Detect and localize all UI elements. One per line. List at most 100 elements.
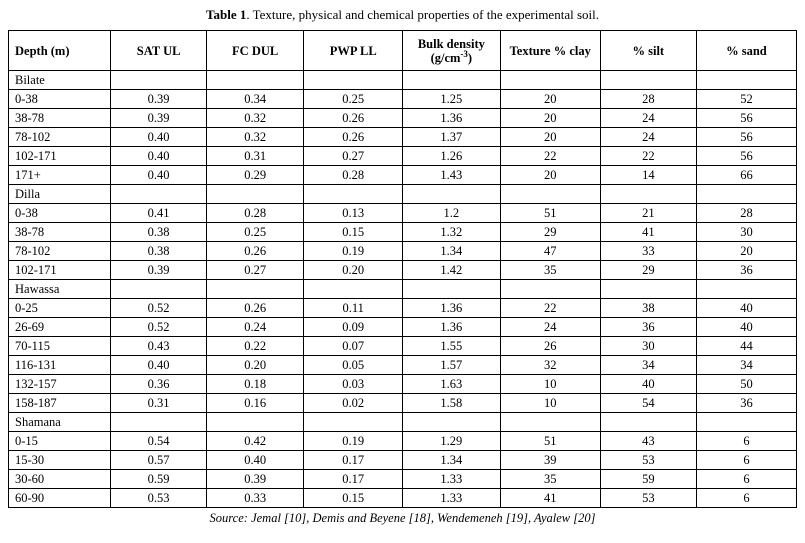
value-cell: 32	[499, 355, 601, 375]
value-cell: 0.03	[303, 374, 403, 394]
table-body: Bilate 0-38 0.39 0.34 0.25 1.25 20 28 52 38-78 0.3…	[7, 70, 798, 508]
data-row: 0-25 0.52 0.26 0.11 1.36 22 38 40	[7, 298, 798, 318]
empty-cell	[303, 184, 403, 204]
data-row: 171+ 0.40 0.29 0.28 1.43 20 14 66	[7, 165, 798, 185]
value-cell: 40	[695, 298, 798, 318]
value-cell: 0.28	[205, 203, 305, 223]
section-row-hawassa: Hawassa	[7, 279, 798, 299]
empty-cell	[205, 279, 305, 299]
table-caption: Table 1. Texture, physical and chemical …	[0, 7, 805, 23]
depth-cell: 102-171	[7, 260, 112, 280]
value-cell: 0.32	[205, 108, 305, 128]
empty-cell	[499, 184, 601, 204]
value-cell: 1.34	[401, 450, 501, 470]
value-cell: 50	[695, 374, 798, 394]
depth-cell: 0-15	[7, 431, 112, 451]
value-cell: 0.52	[110, 298, 207, 318]
value-cell: 6	[695, 469, 798, 489]
depth-cell: 116-131	[7, 355, 112, 375]
depth-cell: 15-30	[7, 450, 112, 470]
data-row: 132-157 0.36 0.18 0.03 1.63 10 40 50	[7, 374, 798, 394]
value-cell: 22	[499, 298, 601, 318]
data-row: 116-131 0.40 0.20 0.05 1.57 32 34 34	[7, 355, 798, 375]
data-row: 0-15 0.54 0.42 0.19 1.29 51 43 6	[7, 431, 798, 451]
value-cell: 1.43	[401, 165, 501, 185]
value-cell: 21	[599, 203, 697, 223]
value-cell: 1.33	[401, 488, 501, 508]
value-cell: 26	[499, 336, 601, 356]
depth-cell: 102-171	[7, 146, 112, 166]
data-row: 26-69 0.52 0.24 0.09 1.36 24 36 40	[7, 317, 798, 337]
value-cell: 0.40	[110, 127, 207, 147]
value-cell: 51	[499, 431, 601, 451]
value-cell: 40	[599, 374, 697, 394]
depth-cell: 38-78	[7, 222, 112, 242]
empty-cell	[599, 184, 697, 204]
value-cell: 0.15	[303, 222, 403, 242]
value-cell: 34	[695, 355, 798, 375]
value-cell: 0.13	[303, 203, 403, 223]
empty-cell	[110, 412, 207, 432]
value-cell: 0.40	[110, 165, 207, 185]
value-cell: 0.52	[110, 317, 207, 337]
value-cell: 0.38	[110, 241, 207, 261]
value-cell: 0.25	[303, 89, 403, 109]
empty-cell	[499, 70, 601, 90]
value-cell: 0.43	[110, 336, 207, 356]
value-cell: 41	[599, 222, 697, 242]
value-cell: 0.07	[303, 336, 403, 356]
value-cell: 0.40	[205, 450, 305, 470]
section-name-cell: Dilla	[7, 184, 112, 204]
value-cell: 36	[695, 260, 798, 280]
value-cell: 0.29	[205, 165, 305, 185]
value-cell: 1.58	[401, 393, 501, 413]
depth-cell: 78-102	[7, 241, 112, 261]
header-cell-4: Bulk density (g/cm-3)	[401, 30, 501, 71]
value-cell: 1.33	[401, 469, 501, 489]
value-cell: 6	[695, 488, 798, 508]
value-cell: 0.36	[110, 374, 207, 394]
empty-cell	[110, 279, 207, 299]
value-cell: 0.20	[303, 260, 403, 280]
data-row: 78-102 0.40 0.32 0.26 1.37 20 24 56	[7, 127, 798, 147]
value-cell: 0.39	[110, 108, 207, 128]
empty-cell	[110, 184, 207, 204]
value-cell: 0.38	[110, 222, 207, 242]
value-cell: 22	[499, 146, 601, 166]
value-cell: 24	[499, 317, 601, 337]
value-cell: 20	[499, 165, 601, 185]
header-cell-3: PWP LL	[303, 30, 403, 71]
value-cell: 0.27	[303, 146, 403, 166]
value-cell: 1.36	[401, 317, 501, 337]
empty-cell	[401, 184, 501, 204]
value-cell: 1.2	[401, 203, 501, 223]
data-row: 30-60 0.59 0.39 0.17 1.33 35 59 6	[7, 469, 798, 489]
empty-cell	[401, 412, 501, 432]
value-cell: 0.20	[205, 355, 305, 375]
value-cell: 0.17	[303, 450, 403, 470]
value-cell: 24	[599, 108, 697, 128]
value-cell: 1.26	[401, 146, 501, 166]
value-cell: 0.31	[110, 393, 207, 413]
value-cell: 0.09	[303, 317, 403, 337]
soil-properties-table: Depth (m) SAT UL FC DUL PWP LL Bulk density(…	[7, 30, 798, 508]
empty-cell	[205, 412, 305, 432]
value-cell: 0.25	[205, 222, 305, 242]
value-cell: 29	[499, 222, 601, 242]
header-cell-5: Texture % clay	[499, 30, 601, 71]
value-cell: 52	[695, 89, 798, 109]
value-cell: 1.63	[401, 374, 501, 394]
empty-cell	[303, 412, 403, 432]
value-cell: 6	[695, 450, 798, 470]
empty-cell	[205, 70, 305, 90]
empty-cell	[401, 279, 501, 299]
value-cell: 10	[499, 393, 601, 413]
value-cell: 1.25	[401, 89, 501, 109]
section-row-bilate: Bilate	[7, 70, 798, 90]
empty-cell	[599, 412, 697, 432]
data-row: 78-102 0.38 0.26 0.19 1.34 47 33 20	[7, 241, 798, 261]
section-name-cell: Hawassa	[7, 279, 112, 299]
value-cell: 0.24	[205, 317, 305, 337]
value-cell: 59	[599, 469, 697, 489]
